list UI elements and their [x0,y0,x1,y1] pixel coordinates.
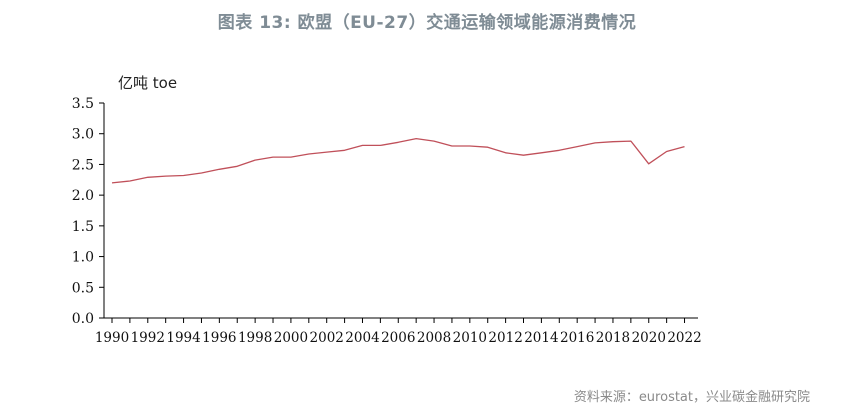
y-tick-label: 1.0 [72,250,94,266]
x-tick-label: 2016 [560,330,594,346]
y-tick-label: 2.0 [72,188,94,204]
x-tick-label: 2006 [381,330,415,346]
y-axis-ticks: 0.0 0.5 1.0 1.5 2.0 2.5 3.0 3.5 [72,96,104,327]
series-group [111,137,685,184]
x-tick-label: 1992 [131,330,165,346]
x-tick-label: 1990 [95,330,129,346]
y-tick-label: 3.0 [72,127,94,143]
x-tick-label: 2018 [596,330,630,346]
y-tick-label: 1.5 [72,219,94,235]
chart-axes [103,103,698,319]
chart-title: 图表 13: 欧盟（EU-27）交通运输领域能源消费情况 [217,13,637,33]
x-tick-label: 2008 [417,330,451,346]
x-tick-label: 2002 [310,330,344,346]
y-tick-label: 0.5 [72,280,94,296]
y-tick-label: 0.0 [72,311,94,327]
y-tick-label: 2.5 [72,157,94,173]
x-tick-label: 2014 [524,330,558,346]
y-axis-unit-label: 亿吨 toe [118,74,178,92]
x-tick-label: 2012 [488,330,522,346]
series-line [111,137,685,184]
x-tick-label: 2010 [453,330,487,346]
x-tick-label: 1994 [166,330,200,346]
x-tick-label: 2004 [345,330,379,346]
y-tick-label: 3.5 [72,96,94,112]
x-tick-label: 2022 [667,330,701,346]
x-axis-ticks: 1990 1992 1994 1996 1998 2000 2002 2004 2006 2008… [95,318,702,346]
x-tick-label: 1998 [238,330,272,346]
source-note: 资料来源：eurostat，兴业碳金融研究院 [573,390,810,405]
x-tick-label: 1996 [202,330,236,346]
x-tick-label: 2020 [632,330,666,346]
x-tick-label: 2000 [274,330,308,346]
